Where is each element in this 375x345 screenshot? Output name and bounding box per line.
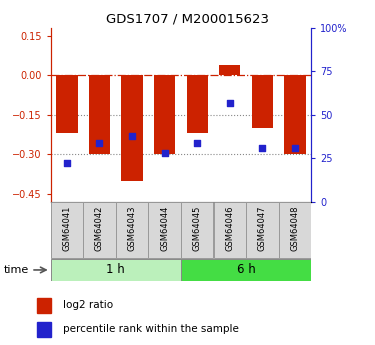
Bar [83, 203, 116, 258]
Bar [181, 259, 311, 281]
Point [292, 145, 298, 150]
Bar [187, 75, 208, 133]
Point [260, 145, 266, 150]
Text: log2 ratio: log2 ratio [63, 300, 113, 310]
Bar [89, 75, 110, 154]
Text: GSM64044: GSM64044 [160, 205, 169, 250]
Text: percentile rank within the sample: percentile rank within the sample [63, 325, 239, 334]
Text: GSM64043: GSM64043 [128, 205, 136, 251]
Bar [213, 203, 246, 258]
Text: 6 h: 6 h [237, 264, 255, 276]
Point [96, 140, 102, 145]
Bar [181, 203, 213, 258]
Text: GSM64041: GSM64041 [62, 205, 71, 250]
Bar [284, 75, 306, 154]
Point [129, 133, 135, 138]
Point [162, 150, 168, 156]
Bar [246, 203, 279, 258]
Text: GSM64045: GSM64045 [193, 205, 202, 250]
Point [194, 140, 200, 145]
Bar [37, 322, 51, 337]
Bar [37, 298, 51, 313]
Bar [154, 75, 175, 154]
Bar [279, 203, 311, 258]
Point [64, 161, 70, 166]
Point [227, 100, 233, 105]
Text: 1 h: 1 h [106, 264, 125, 276]
Text: GSM64042: GSM64042 [95, 205, 104, 250]
Text: time: time [4, 265, 29, 275]
Bar [122, 75, 142, 181]
Bar [252, 75, 273, 128]
Bar [51, 203, 83, 258]
Text: GSM64048: GSM64048 [291, 205, 300, 251]
Bar [56, 75, 78, 133]
Text: GSM64047: GSM64047 [258, 205, 267, 251]
Bar [116, 203, 148, 258]
Bar [219, 65, 240, 75]
Text: GSM64046: GSM64046 [225, 205, 234, 251]
Bar [51, 259, 181, 281]
Bar [148, 203, 181, 258]
Text: GDS1707 / M200015623: GDS1707 / M200015623 [106, 12, 269, 25]
